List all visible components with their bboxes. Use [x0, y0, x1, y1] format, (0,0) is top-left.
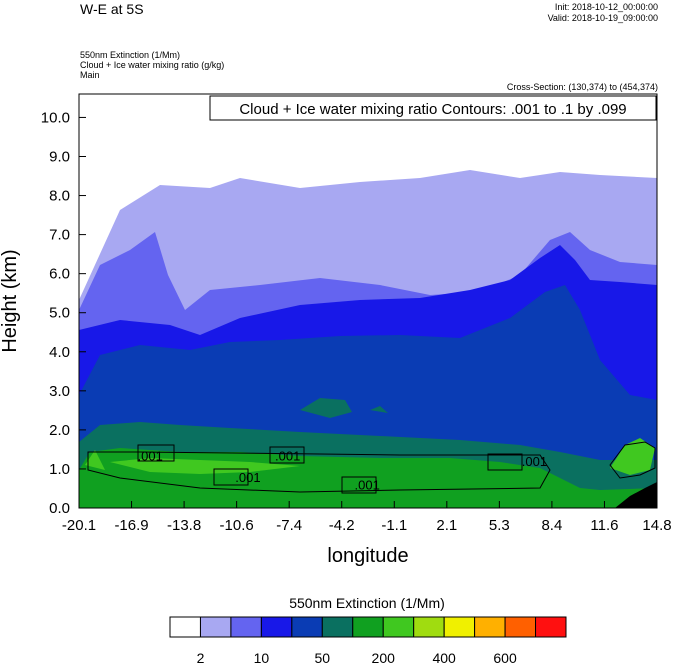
colorbar-swatch: [382, 616, 415, 638]
y-axis-ticks: 0.0 1.0 2.0 3.0 4.0 5.0 6.0 7.0 8.0 9.0 10.0: [41, 109, 86, 517]
contour-label-box: [487, 453, 523, 471]
x-tick-label: -13.8: [167, 517, 201, 534]
colorbar-swatch: [321, 616, 354, 638]
contour-label-box: [213, 468, 249, 486]
field-label-mixing-ratio: Cloud + Ice water mixing ratio (g/kg): [80, 60, 225, 70]
colorbar-swatch: [443, 616, 476, 638]
colorbar-swatch: [260, 616, 293, 638]
y-tick-label: 0.0: [49, 500, 70, 517]
contour-label: .001: [235, 470, 260, 485]
contour-label: .001: [138, 448, 163, 463]
y-tick-label: 3.0: [49, 383, 70, 400]
colorbar-title: 550nm Extinction (1/Mm): [289, 595, 445, 611]
y-tick-label: 4.0: [49, 344, 70, 361]
colorbar-swatch: [230, 616, 262, 638]
y-tick-label: 10.0: [41, 109, 70, 126]
colorbar-label: 600: [493, 650, 517, 666]
colorbar-swatch: [352, 616, 384, 638]
cross-section-label: Cross-Section: (130,374) to (454,374): [506, 82, 658, 92]
x-tick-label: -16.9: [114, 517, 148, 534]
x-tick-label: -10.6: [220, 517, 254, 534]
x-tick-label: 5.3: [489, 517, 510, 534]
plot-frame: [78, 93, 658, 509]
mixing-ratio-contour: [87, 441, 656, 493]
y-tick-label: 5.0: [49, 305, 70, 322]
colorbar: 2 10 50 200 400 600: [169, 616, 567, 666]
contour-label: .001: [522, 454, 547, 469]
extinction-blob-mid: [300, 398, 388, 418]
colorbar-label: 400: [432, 650, 456, 666]
valid-time: Valid: 2018-10-19_09:00:00: [547, 13, 658, 23]
contour-info-box: [209, 95, 657, 121]
colorbar-swatch: [413, 616, 445, 638]
contour-label-box: [269, 446, 305, 464]
x-tick-label: -4.2: [329, 517, 355, 534]
colorbar-swatch: [474, 616, 506, 638]
extinction-fill: [79, 94, 657, 508]
contour-label-box: [137, 444, 175, 462]
contour-label: .001: [275, 448, 300, 463]
init-time: Init: 2018-10-12_00:00:00: [554, 2, 658, 12]
colorbar-swatch: [535, 616, 567, 638]
y-tick-label: 1.0: [49, 461, 70, 478]
y-tick-label: 6.0: [49, 266, 70, 283]
contour-labels: .001 .001 .001 .001 .001: [138, 448, 548, 492]
colorbar-swatch: [169, 616, 201, 638]
x-tick-label: -20.1: [62, 517, 96, 534]
surface-mask: [615, 482, 657, 508]
colorbar-label: 10: [254, 650, 270, 666]
x-tick-label: 2.1: [436, 517, 457, 534]
x-tick-label: -1.1: [381, 517, 407, 534]
contour-label-box: [341, 476, 377, 494]
x-axis-ticks: -20.1 -16.9 -13.8 -10.6 -7.4 -4.2 -1.1 2.1 5.3 8.…: [62, 501, 672, 534]
extinction-band-800: [85, 438, 655, 475]
contour-label: .001: [355, 478, 380, 493]
plot-title: W-E at 5S: [80, 1, 144, 17]
colorbar-swatch: [199, 616, 232, 638]
y-tick-label: 7.0: [49, 227, 70, 244]
x-tick-label: 8.4: [541, 517, 562, 534]
x-axis-label: longitude: [327, 545, 408, 567]
colorbar-label: 200: [372, 650, 396, 666]
y-tick-label: 2.0: [49, 422, 70, 439]
contour-info-text: Cloud + Ice water mixing ratio Contours:…: [239, 101, 626, 118]
y-tick-label: 8.0: [49, 188, 70, 205]
field-label-main: Main: [80, 70, 100, 80]
x-tick-label: -7.4: [276, 517, 302, 534]
field-label-extinction: 550nm Extinction (1/Mm): [80, 50, 181, 60]
x-tick-label: 11.6: [590, 517, 618, 534]
colorbar-label: 50: [315, 650, 331, 666]
y-tick-label: 9.0: [49, 148, 70, 165]
colorbar-swatch: [504, 616, 537, 638]
colorbar-label: 2: [197, 650, 205, 666]
x-tick-label: 14.8: [642, 517, 671, 534]
colorbar-swatch: [291, 616, 323, 638]
y-axis-label: Height (km): [0, 249, 21, 352]
